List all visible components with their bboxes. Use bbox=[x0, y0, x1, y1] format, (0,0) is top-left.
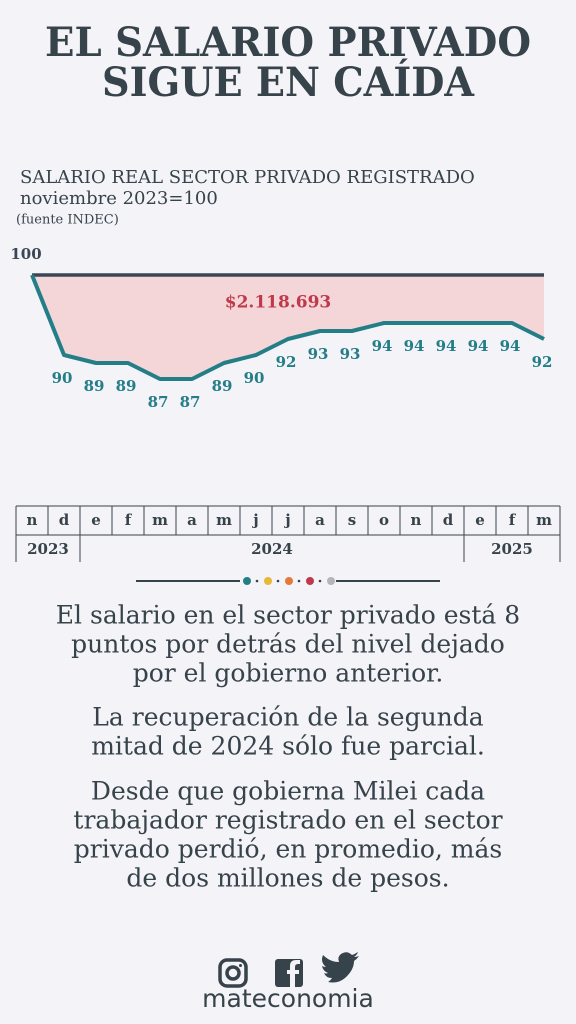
value-label: 94 bbox=[500, 337, 521, 355]
x-tick-label: s bbox=[348, 511, 356, 529]
x-tick-label: a bbox=[315, 511, 325, 529]
value-label: 92 bbox=[532, 353, 553, 371]
value-label: 94 bbox=[468, 337, 489, 355]
value-label: 90 bbox=[244, 369, 265, 387]
title-line: SIGUE EN CAÍDA bbox=[102, 59, 475, 106]
year-label: 2025 bbox=[491, 540, 533, 558]
body-text: La recuperación de la segunda bbox=[92, 703, 483, 732]
year-label: 2023 bbox=[27, 540, 69, 558]
value-label: 87 bbox=[180, 393, 201, 411]
body-text: mitad de 2024 sólo fue parcial. bbox=[91, 732, 485, 761]
x-tick-label: d bbox=[59, 511, 70, 529]
x-tick-label: o bbox=[379, 511, 389, 529]
x-tick-label: j bbox=[283, 511, 290, 529]
value-label: 89 bbox=[84, 377, 105, 395]
body-text: trabajador registrado en el sector bbox=[73, 806, 502, 835]
x-tick-label: a bbox=[187, 511, 197, 529]
value-label: 89 bbox=[116, 377, 137, 395]
title-line: EL SALARIO PRIVADO bbox=[45, 19, 531, 66]
series-line bbox=[30, 274, 545, 381]
x-tick-label: m bbox=[152, 511, 168, 529]
value-label: 94 bbox=[436, 337, 457, 355]
divider bbox=[136, 577, 440, 585]
chart-title: SALARIO REAL SECTOR PRIVADO REGISTRADO bbox=[20, 167, 475, 188]
value-label: 90 bbox=[52, 369, 73, 387]
value-label: 94 bbox=[404, 337, 425, 355]
x-tick-label: j bbox=[251, 511, 258, 529]
value-label: 93 bbox=[308, 345, 329, 363]
x-tick-label: n bbox=[411, 511, 422, 529]
x-tick-label: e bbox=[475, 511, 485, 529]
x-tick-label: e bbox=[91, 511, 101, 529]
x-tick-label: f bbox=[125, 511, 133, 529]
body-text: por el gobierno anterior. bbox=[133, 659, 444, 688]
body-text: privado perdió, en promedio, más bbox=[74, 835, 502, 864]
x-tick-label: d bbox=[443, 511, 454, 529]
body-text: Desde que gobierna Milei cada bbox=[91, 777, 485, 806]
body-text: de dos millones de pesos. bbox=[126, 864, 449, 893]
value-label: 94 bbox=[372, 337, 393, 355]
value-label: 93 bbox=[340, 345, 361, 363]
x-tick-label: f bbox=[509, 511, 517, 529]
year-label: 2024 bbox=[251, 540, 293, 558]
x-tick-label: n bbox=[27, 511, 38, 529]
x-tick-label: m bbox=[216, 511, 232, 529]
annotation: $2.118.693 bbox=[225, 293, 331, 313]
x-tick-label: m bbox=[536, 511, 552, 529]
gap-area bbox=[32, 275, 544, 379]
value-label: 89 bbox=[212, 377, 233, 395]
body-text: puntos por detrás del nivel dejado bbox=[71, 630, 505, 659]
social-icons bbox=[218, 952, 359, 988]
value-label: 87 bbox=[148, 393, 169, 411]
brand: mateconomia bbox=[202, 984, 374, 1013]
value-label: 92 bbox=[276, 353, 297, 371]
value-label: 100 bbox=[10, 245, 41, 263]
chart-subtitle: noviembre 2023=100 bbox=[20, 188, 218, 209]
body-text: El salario en el sector privado está 8 bbox=[56, 601, 520, 630]
chart-source: (fuente INDEC) bbox=[16, 213, 119, 228]
